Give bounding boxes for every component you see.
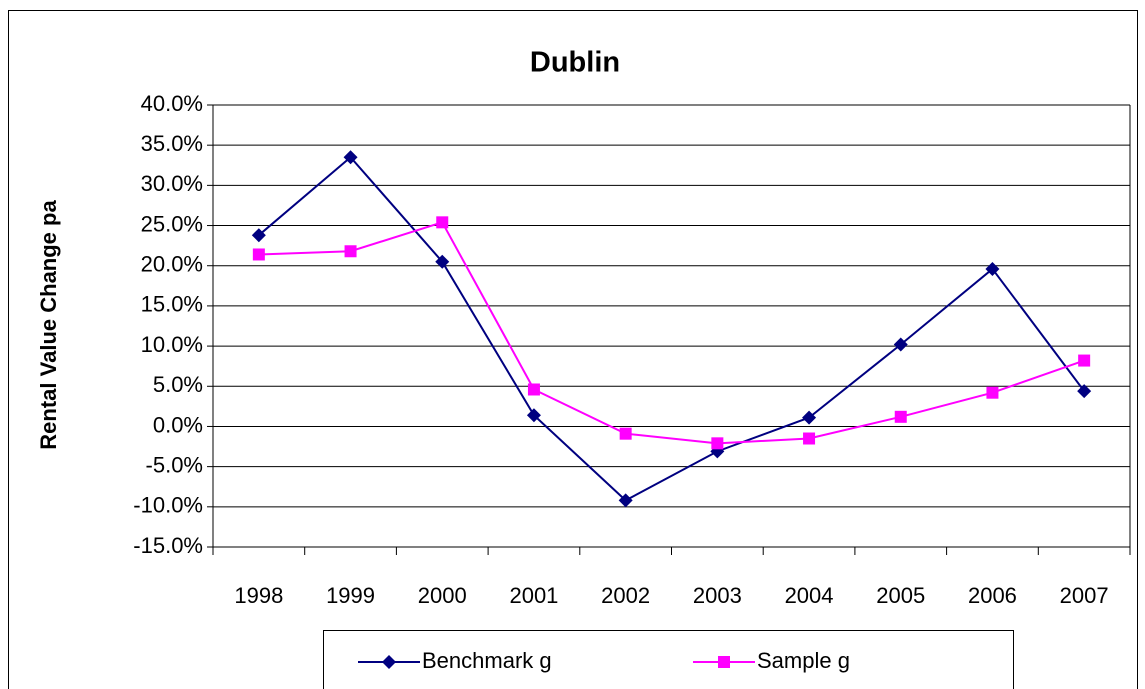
data-point xyxy=(711,437,724,450)
y-tick-label: 20.0% xyxy=(141,252,203,277)
legend-marker xyxy=(718,656,730,668)
series-line xyxy=(258,221,1085,445)
data-point xyxy=(436,216,449,229)
data-point xyxy=(343,150,358,165)
legend-label: Sample g xyxy=(757,648,850,673)
x-tick-label: 1999 xyxy=(326,583,375,608)
data-point xyxy=(252,248,265,261)
x-tick-label: 2002 xyxy=(601,583,650,608)
data-point xyxy=(985,261,1000,276)
y-tick-label: 30.0% xyxy=(141,171,203,196)
legend-marker xyxy=(382,655,396,669)
y-tick-label: 5.0% xyxy=(153,372,203,397)
data-point xyxy=(251,228,266,243)
y-axis-label: Rental Value Change pa xyxy=(36,200,61,450)
data-point xyxy=(1078,354,1091,367)
y-tick-label: 35.0% xyxy=(141,131,203,156)
y-tick-label: 25.0% xyxy=(141,211,203,236)
data-point xyxy=(1077,384,1092,399)
y-tick-label: -5.0% xyxy=(146,452,203,477)
y-tick-label: 15.0% xyxy=(141,292,203,317)
data-point xyxy=(527,383,540,396)
y-tick-label: 40.0% xyxy=(141,91,203,116)
x-tick-label: 2004 xyxy=(785,583,834,608)
y-tick-label: 0.0% xyxy=(153,412,203,437)
data-point xyxy=(894,410,907,423)
y-tick-label: -10.0% xyxy=(133,493,203,518)
chart-title: Dublin xyxy=(530,47,620,79)
data-point xyxy=(619,427,632,440)
data-point xyxy=(526,408,541,423)
x-tick-label: 2000 xyxy=(418,583,467,608)
chart-border xyxy=(8,10,1138,689)
y-tick-label: 10.0% xyxy=(141,332,203,357)
x-tick-label: 2001 xyxy=(509,583,558,608)
data-point xyxy=(893,337,908,352)
x-tick-label: 1998 xyxy=(234,583,283,608)
y-tick-label: -15.0% xyxy=(133,533,203,558)
data-point xyxy=(618,493,633,508)
x-tick-label: 2007 xyxy=(1060,583,1109,608)
data-point xyxy=(802,410,817,425)
data-point xyxy=(986,386,999,399)
legend-label: Benchmark g xyxy=(422,648,552,673)
data-point xyxy=(344,245,357,258)
x-tick-label: 2003 xyxy=(693,583,742,608)
x-tick-label: 2006 xyxy=(968,583,1017,608)
legend-box xyxy=(323,630,1014,689)
series-line xyxy=(258,155,1085,502)
x-tick-label: 2005 xyxy=(876,583,925,608)
data-point xyxy=(435,254,450,269)
data-point xyxy=(803,432,816,445)
